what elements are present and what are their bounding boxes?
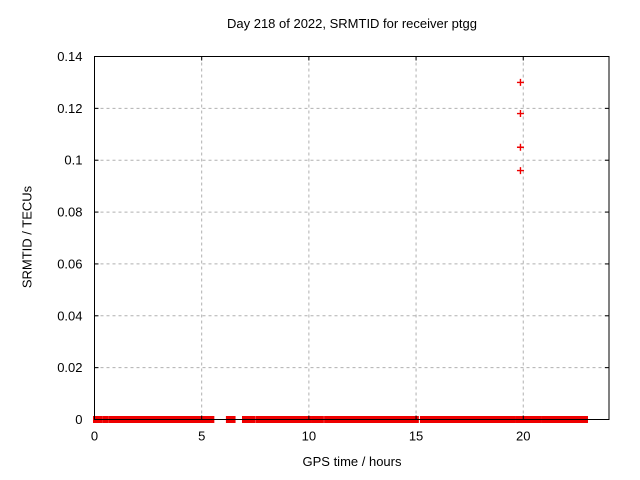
x-tick-label: 0 [91,429,98,444]
y-tick-label: 0.08 [57,205,82,220]
x-tick-label: 15 [409,429,423,444]
data-point-plus-marker [516,167,524,175]
plot-border [94,56,610,420]
y-tick-label: 0.06 [57,256,82,271]
data-point-plus-marker [516,143,524,151]
x-tick-label: 20 [516,429,530,444]
y-tick-label: 0.02 [57,360,82,375]
y-tick-label: 0.14 [57,49,82,64]
y-tick-label: 0.04 [57,308,82,323]
chart-title: Day 218 of 2022, SRMTID for receiver ptg… [226,16,477,31]
y-tick-label: 0 [75,412,82,427]
y-tick-label: 0.12 [57,101,82,116]
data-point-plus-marker [516,110,524,118]
x-tick-label: 10 [302,429,316,444]
data-point-plus-marker [516,78,524,86]
y-tick-label: 0.1 [64,153,82,168]
x-tick-label: 5 [198,429,205,444]
x-axis-title: GPS time / hours [302,454,402,469]
